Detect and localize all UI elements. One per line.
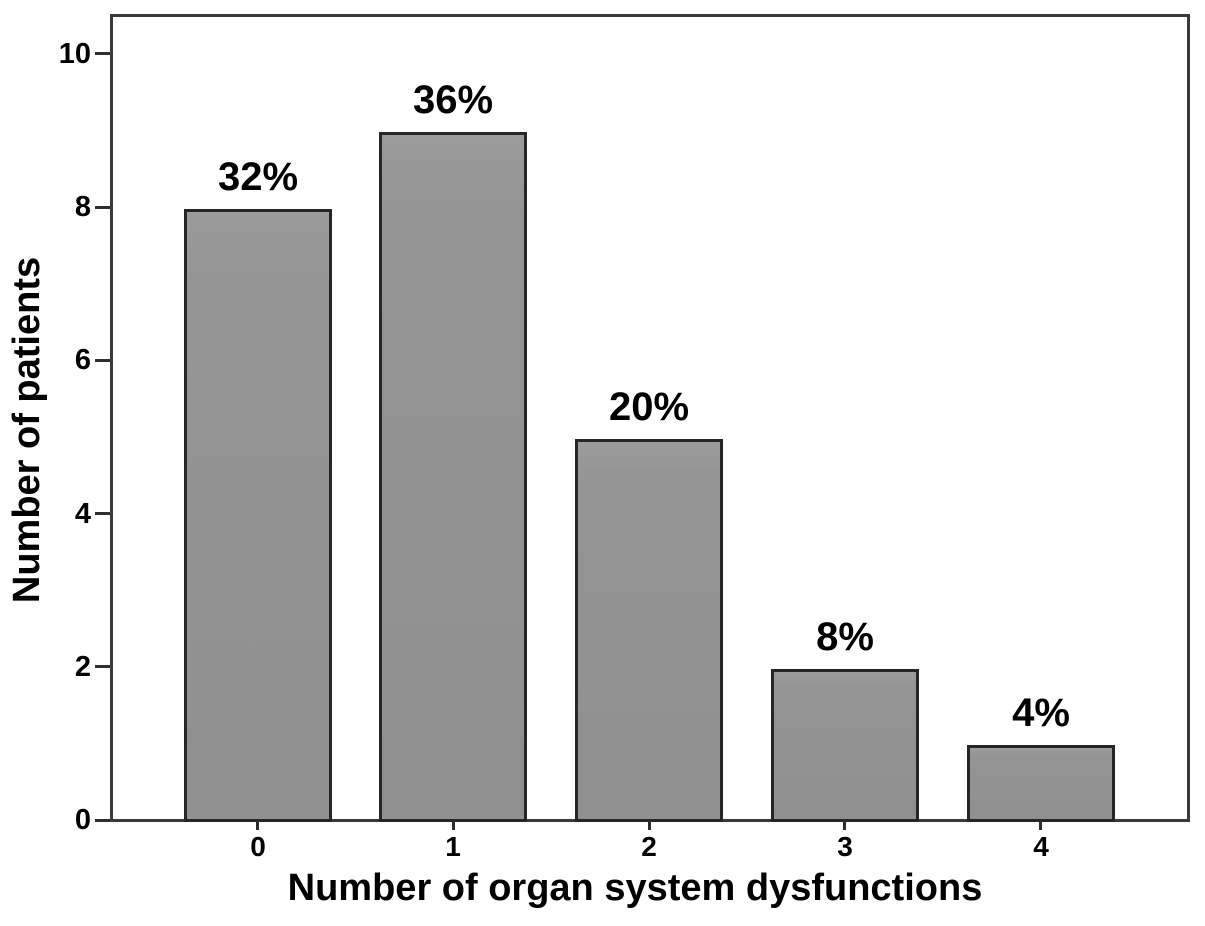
y-tick-label: 0 bbox=[74, 804, 91, 836]
y-tick-label: 4 bbox=[74, 498, 91, 530]
y-axis-title: Number of patients bbox=[6, 256, 48, 604]
bar-value-label: 8% bbox=[816, 615, 874, 659]
y-tick-mark bbox=[95, 819, 110, 822]
y-tick-mark bbox=[95, 512, 110, 515]
x-tick-mark bbox=[452, 821, 455, 830]
x-axis-title: Number of organ system dysfunctions bbox=[287, 867, 983, 909]
x-tick-mark bbox=[256, 821, 259, 830]
y-tick-label: 10 bbox=[58, 38, 91, 70]
y-tick-mark bbox=[95, 52, 110, 55]
bar-value-label: 32% bbox=[217, 155, 299, 199]
bar-category-1 bbox=[379, 132, 527, 822]
x-tick-label: 3 bbox=[837, 831, 853, 862]
y-tick-label: 2 bbox=[74, 651, 91, 683]
x-tick-label: 4 bbox=[1033, 831, 1049, 862]
bar-category-2 bbox=[575, 439, 723, 822]
bar-value-label: 36% bbox=[412, 78, 494, 122]
bar-value-label: 4% bbox=[1012, 691, 1070, 735]
y-tick-mark bbox=[95, 206, 110, 209]
bar-category-4 bbox=[967, 745, 1115, 822]
x-tick-mark bbox=[843, 821, 846, 830]
x-tick-label: 2 bbox=[641, 831, 657, 862]
x-tick-mark bbox=[1039, 821, 1042, 830]
x-tick-label: 1 bbox=[445, 831, 461, 862]
bar-category-0 bbox=[184, 209, 332, 822]
y-tick-mark bbox=[95, 665, 110, 668]
x-tick-label: 0 bbox=[250, 831, 266, 862]
bar-category-3 bbox=[771, 669, 919, 822]
y-tick-label: 6 bbox=[74, 344, 91, 376]
x-tick-mark bbox=[648, 821, 651, 830]
bar-value-label: 20% bbox=[608, 385, 690, 429]
y-tick-label: 8 bbox=[74, 191, 91, 223]
y-tick-mark bbox=[95, 359, 110, 362]
